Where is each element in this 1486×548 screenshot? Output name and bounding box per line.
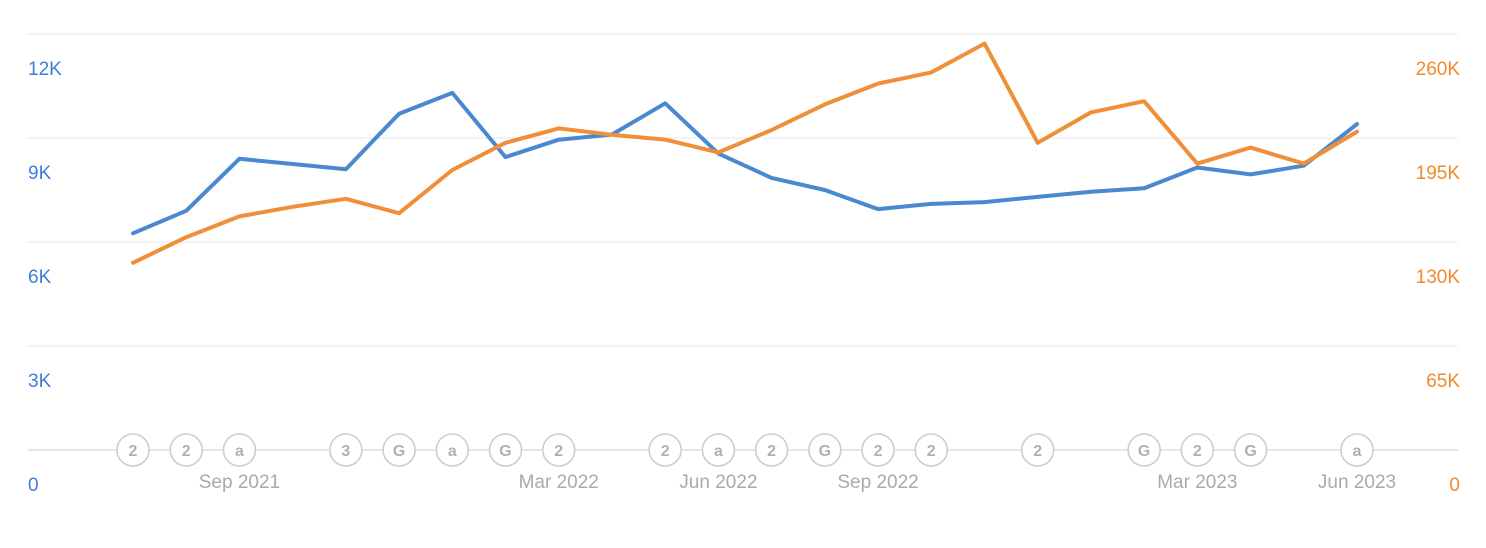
marker-glyph: G	[499, 443, 511, 460]
marker-circle-icon[interactable]	[1340, 433, 1374, 467]
left-axis-tick: 0	[28, 475, 39, 496]
marker-glyph: a	[448, 443, 457, 460]
marker-circle-icon[interactable]	[808, 433, 842, 467]
google-update-marker-2[interactable]: 2	[1020, 433, 1055, 467]
gridlines	[28, 33, 1458, 347]
marker-circle-icon[interactable]	[1180, 433, 1215, 467]
marker-circle-icon[interactable]	[435, 433, 470, 467]
left-axis-tick: 12K	[28, 59, 62, 80]
right-axis-tick: 0	[1449, 475, 1460, 496]
google-update-marker-G[interactable]: G	[1233, 433, 1268, 467]
google-update-marker-G[interactable]: G	[488, 433, 523, 467]
marker-circle-icon[interactable]	[541, 433, 576, 467]
date-label: Sep 2022	[837, 472, 918, 493]
marker-glyph: 2	[182, 443, 191, 460]
google-update-marker-2[interactable]: 2	[541, 433, 576, 467]
right-axis-tick-labels: 260K 195K 130K 65K 0	[1416, 59, 1461, 496]
marker-glyph: 2	[927, 443, 936, 460]
marker-glyph: 2	[554, 443, 563, 460]
google-update-marker-G[interactable]: G	[808, 433, 842, 467]
google-update-marker-2[interactable]: 2	[1180, 433, 1215, 467]
date-label: Jun 2023	[1318, 472, 1396, 493]
marker-glyph: a	[235, 443, 244, 460]
marker-circle-icon[interactable]	[701, 433, 736, 467]
marker-glyph: G	[1138, 443, 1150, 460]
marker-circle-icon[interactable]	[116, 433, 150, 467]
marker-glyph: G	[1244, 443, 1256, 460]
marker-circle-icon[interactable]	[1020, 433, 1055, 467]
date-label: Jun 2022	[679, 472, 757, 493]
google-update-marker-a[interactable]: a	[701, 433, 736, 467]
marker-circle-icon[interactable]	[861, 433, 895, 467]
marker-glyph: G	[393, 443, 405, 460]
google-update-marker-a[interactable]: a	[222, 433, 257, 467]
marker-circle-icon[interactable]	[1233, 433, 1268, 467]
google-update-marker-a[interactable]: a	[435, 433, 470, 467]
marker-circle-icon[interactable]	[754, 433, 789, 467]
google-update-marker-G[interactable]: G	[382, 433, 416, 467]
google-update-marker-3[interactable]: 3	[329, 433, 363, 467]
right-axis-series-line[interactable]	[131, 41, 1359, 265]
x-axis-date-labels: Sep 2021 Mar 2022 Jun 2022 Sep 2022 Mar 2023…	[199, 472, 1396, 493]
marker-glyph: 2	[129, 443, 138, 460]
google-update-marker-G[interactable]: G	[1127, 433, 1161, 467]
date-label: Mar 2022	[519, 472, 599, 493]
marker-circle-icon[interactable]	[382, 433, 416, 467]
right-axis-tick: 195K	[1416, 163, 1461, 184]
marker-glyph: a	[714, 443, 723, 460]
left-axis-series-line[interactable]	[131, 90, 1359, 236]
marker-glyph: 2	[661, 443, 670, 460]
google-update-marker-a[interactable]: a	[1340, 433, 1374, 467]
marker-circle-icon[interactable]	[222, 433, 257, 467]
marker-circle-icon[interactable]	[329, 433, 363, 467]
series-lines	[131, 41, 1359, 265]
marker-glyph: 2	[1033, 443, 1042, 460]
marker-glyph: 3	[341, 443, 350, 460]
google-update-marker-2[interactable]: 2	[754, 433, 789, 467]
date-label: Sep 2021	[199, 472, 280, 493]
right-axis-tick: 65K	[1426, 371, 1460, 392]
google-update-marker-2[interactable]: 2	[914, 433, 949, 467]
google-update-marker-2[interactable]: 2	[861, 433, 895, 467]
marker-glyph: G	[819, 443, 831, 460]
marker-glyph: a	[1353, 443, 1362, 460]
marker-glyph: 2	[767, 443, 776, 460]
marker-circle-icon[interactable]	[1127, 433, 1161, 467]
right-axis-tick: 130K	[1416, 267, 1461, 288]
google-update-marker-2[interactable]: 2	[169, 433, 204, 467]
marker-circle-icon[interactable]	[648, 433, 682, 467]
marker-circle-icon[interactable]	[488, 433, 523, 467]
marker-circle-icon[interactable]	[914, 433, 949, 467]
right-axis-tick: 260K	[1416, 59, 1461, 80]
marker-glyph: 2	[874, 443, 883, 460]
google-update-marker-2[interactable]: 2	[648, 433, 682, 467]
marker-circle-icon[interactable]	[169, 433, 204, 467]
left-axis-tick: 9K	[28, 163, 52, 184]
left-axis-tick-labels: 12K 9K 6K 3K 0	[28, 59, 62, 496]
marker-glyph: 2	[1193, 443, 1202, 460]
left-axis-tick: 3K	[28, 371, 52, 392]
date-label: Mar 2023	[1157, 472, 1237, 493]
left-axis-tick: 6K	[28, 267, 52, 288]
google-update-marker-2[interactable]: 2	[116, 433, 150, 467]
